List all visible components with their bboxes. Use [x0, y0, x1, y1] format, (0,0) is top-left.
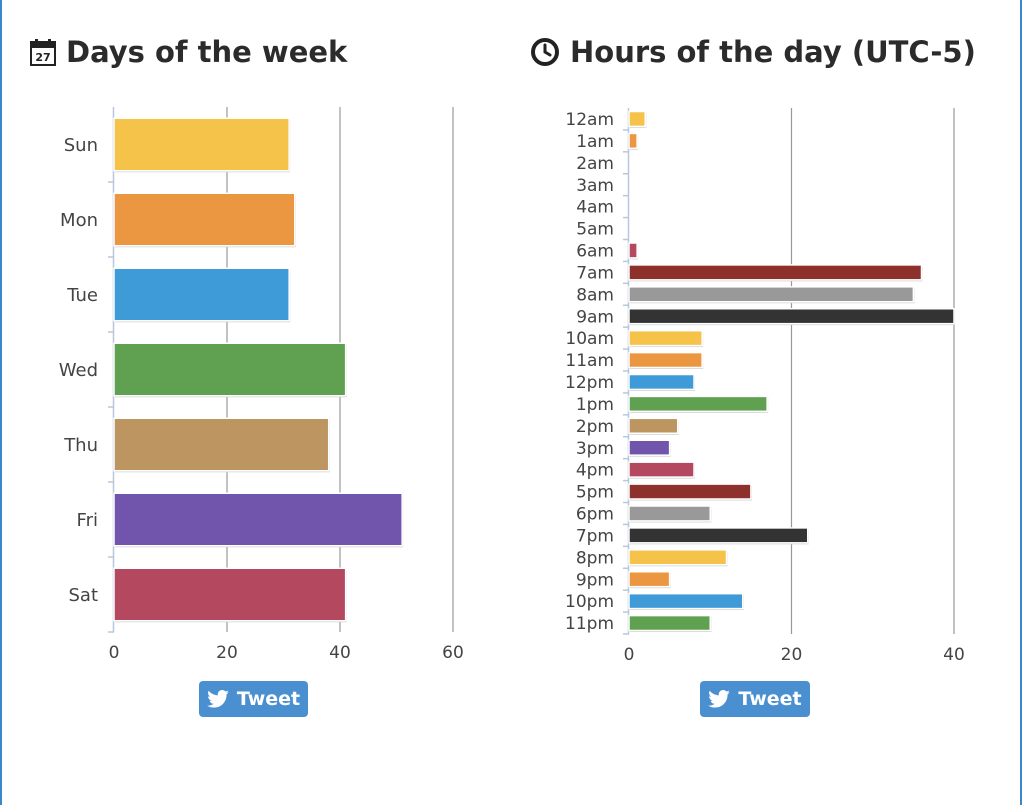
hours-category-label: 5pm — [576, 483, 614, 503]
hours-tweet-button[interactable]: Tweet — [700, 681, 810, 717]
hours-category-label: 8pm — [576, 548, 614, 568]
days-title-text: Days of the week — [66, 35, 348, 69]
hours-x-tick-label: 20 — [781, 645, 803, 665]
hours-category-label: 4pm — [576, 461, 614, 481]
hours-category-label: 9pm — [576, 570, 614, 590]
days-x-tick-label: 60 — [442, 643, 464, 663]
hours-bar-1am — [628, 132, 638, 150]
days-bar-thu — [113, 417, 330, 472]
hours-bar-7am — [628, 264, 923, 281]
hours-category-label: 2am — [576, 154, 614, 174]
hours-bar-1pm — [628, 395, 768, 413]
hours-bar-10pm — [628, 592, 744, 610]
hours-category-label: 3am — [576, 176, 614, 196]
hours-x-tick-label: 0 — [624, 645, 635, 665]
calendar-icon: 27 — [30, 38, 56, 66]
hours-category-label: 6pm — [576, 505, 614, 525]
days-bar-fri — [113, 492, 403, 547]
hours-category-label: 10am — [565, 329, 614, 349]
hours-category-label: 12pm — [565, 373, 614, 393]
twitter-bird-icon — [708, 690, 731, 708]
hours-bar-12am — [628, 110, 646, 128]
hours-bar-5pm — [628, 483, 752, 500]
days-category-label: Mon — [60, 210, 98, 231]
days-bar-sun — [113, 117, 290, 172]
days-tweet-button[interactable]: Tweet — [199, 681, 308, 717]
days-bar-tue — [113, 267, 290, 322]
hours-bar-11pm — [628, 614, 711, 632]
days-x-tick-label: 40 — [329, 643, 351, 663]
days-category-label: Wed — [59, 360, 98, 381]
hours-tweet-label: Tweet — [738, 688, 802, 710]
hours-bar-2pm — [628, 417, 679, 434]
hours-bar-9pm — [628, 571, 671, 588]
days-bar-mon — [113, 192, 296, 247]
hours-bar-8pm — [628, 549, 728, 566]
clock-icon — [530, 37, 560, 67]
hours-bar-6pm — [628, 505, 711, 522]
hours-category-label: 11am — [565, 351, 614, 371]
days-tweet-label: Tweet — [236, 688, 301, 710]
days-category-label: Tue — [66, 285, 98, 306]
hours-bar-3pm — [628, 439, 671, 456]
hours-category-label: 1am — [576, 132, 614, 152]
hours-category-label: 3pm — [576, 439, 614, 459]
hours-category-label: 10pm — [565, 592, 614, 612]
days-category-label: Fri — [77, 510, 98, 531]
hours-bar-4pm — [628, 461, 695, 478]
hours-bar-8am — [628, 286, 915, 303]
hours-bar-6am — [628, 242, 638, 259]
hours-panel-title: Hours of the day (UTC-5) — [530, 32, 976, 72]
days-x-tick-label: 0 — [109, 643, 120, 663]
hours-category-label: 7am — [576, 263, 614, 283]
hours-x-tick-label: 40 — [943, 645, 965, 665]
hours-category-label: 2pm — [576, 417, 614, 437]
twitter-bird-icon — [207, 690, 229, 708]
hours-category-label: 4am — [576, 198, 614, 218]
hours-bar-9am — [628, 308, 955, 325]
hours-category-label: 7pm — [576, 526, 614, 546]
hours-category-label: 8am — [576, 285, 614, 305]
days-bar-wed — [113, 342, 347, 397]
hours-bar-11am — [628, 351, 703, 369]
svg-text:27: 27 — [35, 51, 50, 64]
days-category-label: Thu — [63, 435, 98, 456]
hours-bar-12pm — [628, 373, 695, 391]
days-x-tick-label: 20 — [216, 643, 238, 663]
hours-category-label: 1pm — [576, 395, 614, 415]
hours-category-label: 11pm — [565, 614, 614, 634]
days-panel-title: 27 Days of the week — [30, 32, 347, 72]
hours-category-label: 6am — [576, 242, 614, 262]
hours-category-label: 5am — [576, 220, 614, 240]
hours-title-text: Hours of the day (UTC-5) — [570, 35, 976, 69]
hours-bar-7pm — [628, 527, 809, 544]
hours-category-label: 9am — [576, 307, 614, 327]
days-category-label: Sat — [68, 585, 98, 606]
days-bar-sat — [113, 567, 347, 622]
hours-category-label: 12am — [565, 110, 614, 130]
days-category-label: Sun — [64, 135, 98, 156]
hours-bar-10am — [628, 329, 703, 347]
